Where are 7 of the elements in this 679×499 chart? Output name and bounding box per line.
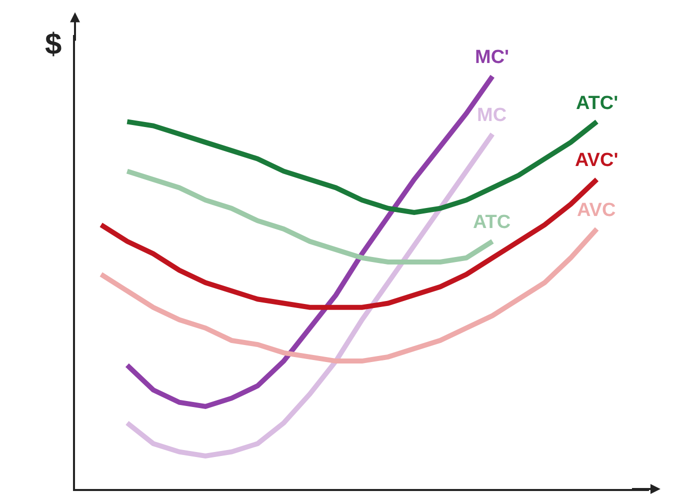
- series-label: ATC: [473, 212, 511, 233]
- series-label: AVC': [575, 150, 618, 171]
- series-label: MC: [477, 105, 507, 126]
- series-label: ATC': [576, 93, 618, 114]
- y-axis-title: $: [45, 28, 62, 61]
- series-label: AVC: [577, 200, 616, 221]
- series-label: MC': [475, 47, 510, 68]
